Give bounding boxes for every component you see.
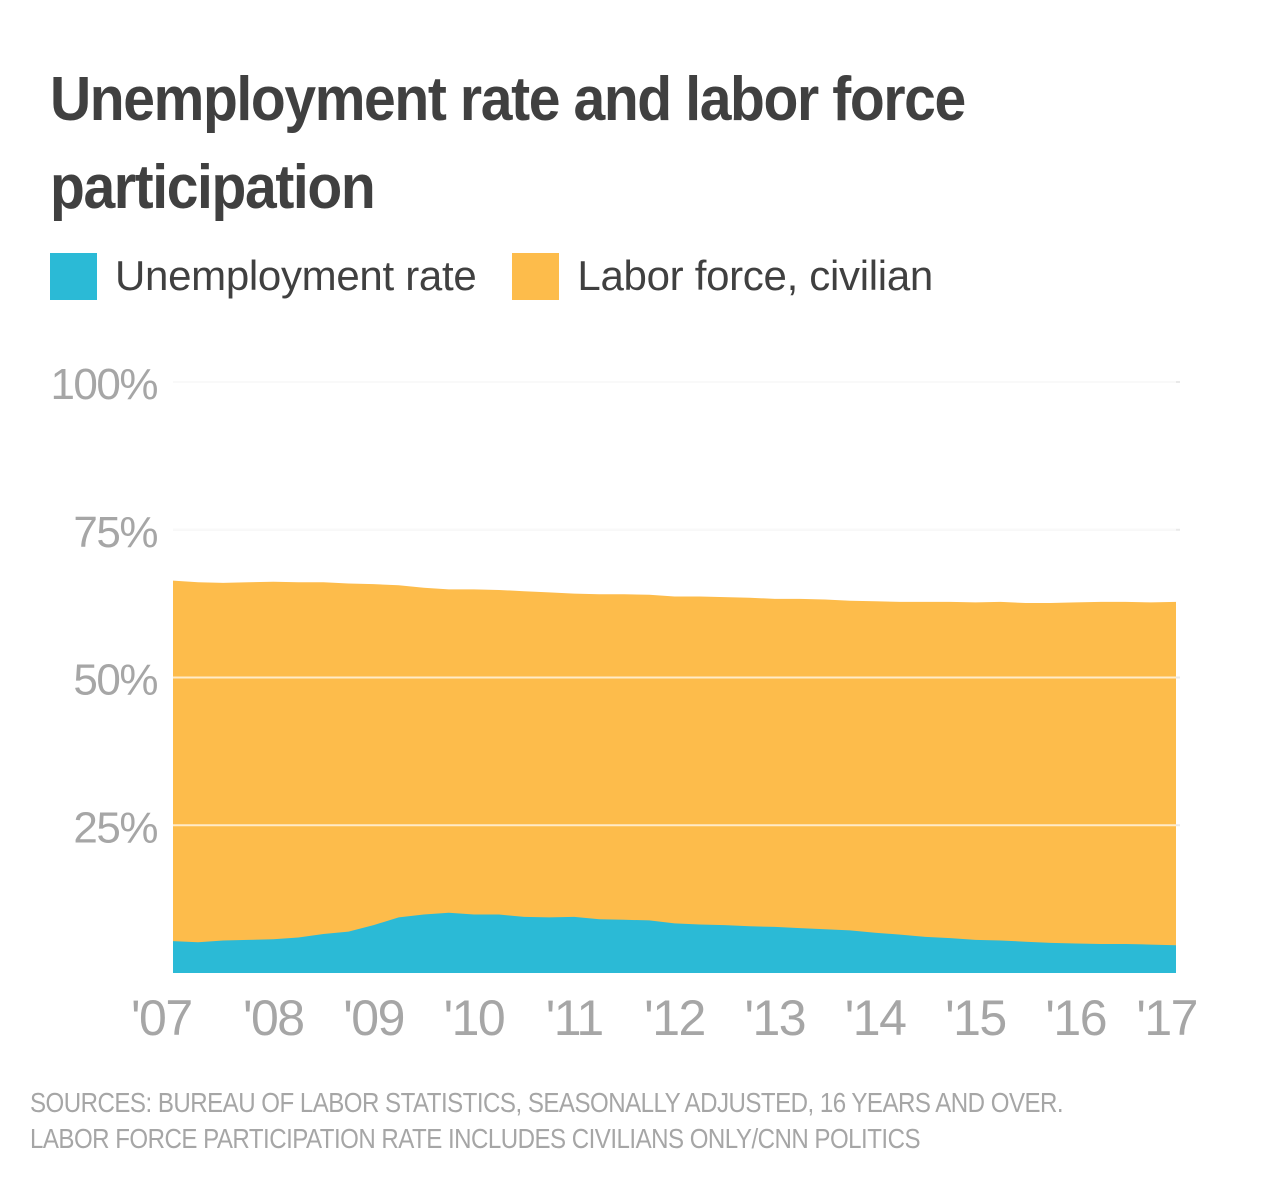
- y-axis-tick-labels: 100% 75% 50% 25%: [50, 360, 158, 852]
- x-tick-label-8: '15: [945, 990, 1006, 1046]
- x-tick-label-2: '09: [343, 990, 404, 1046]
- legend-label-unemployment: Unemployment rate: [115, 252, 477, 299]
- legend-label-labor-force: Labor force, civilian: [577, 252, 933, 299]
- x-tick-label-0: '07: [131, 990, 192, 1046]
- sources-note: SOURCES: BUREAU OF LABOR STATISTICS, SEA…: [30, 1085, 1148, 1157]
- area-unemployment-rate: [173, 912, 1176, 973]
- legend-swatch-unemployment: [50, 252, 97, 300]
- x-tick-label-3: '10: [444, 990, 505, 1046]
- y-tick-label-25: 25%: [73, 803, 157, 852]
- x-tick-label-9: '16: [1045, 990, 1106, 1046]
- area-chart: 100% 75% 50% 25% '07 '08 '09 '10 '11 '12 '13 '14 '1…: [50, 360, 1199, 1046]
- y-tick-label-100: 100%: [50, 360, 157, 409]
- x-axis-tick-labels: '07 '08 '09 '10 '11 '12 '13 '14 '15 '16 '17: [131, 990, 1199, 1046]
- y-tick-label-75: 75%: [73, 508, 157, 557]
- area-layer: [173, 580, 1176, 973]
- sources-line-1: SOURCES: BUREAU OF LABOR STATISTICS, SEA…: [30, 1087, 1064, 1118]
- legend-item-unemployment: Unemployment rate: [50, 252, 477, 300]
- x-tick-label-6: '13: [744, 990, 805, 1046]
- x-tick-label-1: '08: [243, 990, 304, 1046]
- x-tick-label-10: '17: [1136, 990, 1197, 1046]
- area-labor-force: [173, 580, 1176, 973]
- y-tick-label-50: 50%: [73, 656, 157, 705]
- legend-swatch-labor-force: [512, 252, 560, 300]
- chart-title: Unemployment rate and labor force partic…: [50, 65, 966, 222]
- x-tick-label-5: '12: [644, 990, 705, 1046]
- legend: Unemployment rate Labor force, civilian: [50, 248, 969, 304]
- overlay-grid-layer: [173, 381, 1176, 827]
- sources-line-2: LABOR FORCE PARTICIPATION RATE INCLUDES …: [30, 1123, 921, 1154]
- x-tick-label-4: '11: [546, 990, 603, 1046]
- legend-item-labor-force: Labor force, civilian: [512, 252, 933, 300]
- x-tick-label-7: '14: [845, 990, 906, 1046]
